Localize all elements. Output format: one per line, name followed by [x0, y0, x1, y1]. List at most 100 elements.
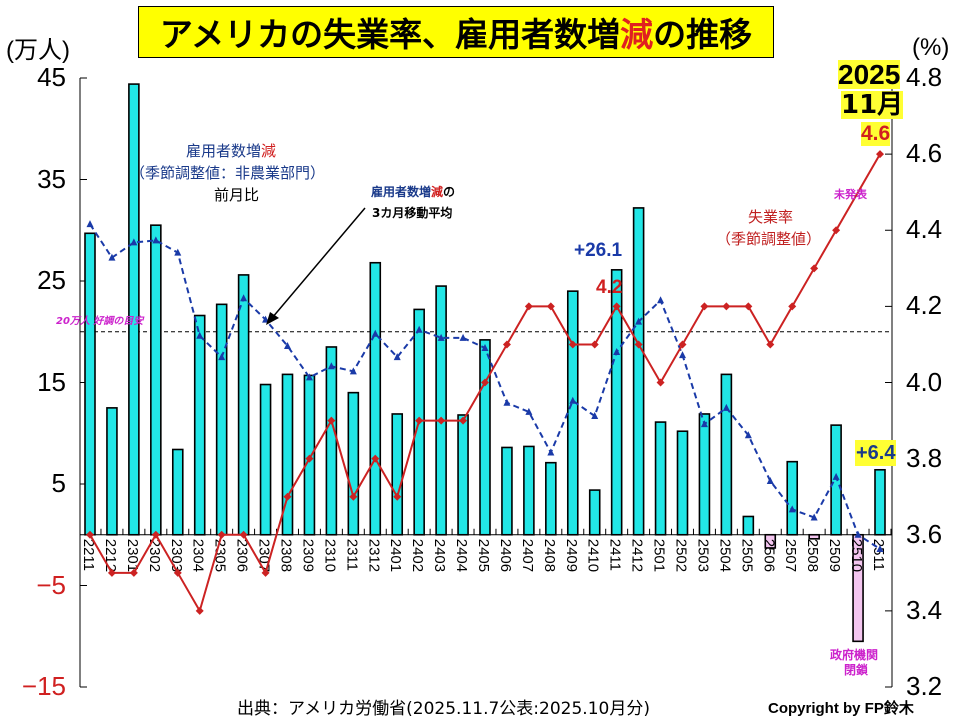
- ma-point: [415, 325, 423, 333]
- category-label: 2406: [497, 539, 514, 572]
- title-red-char: 減: [620, 15, 654, 54]
- employment-label-line3: 前月比: [214, 186, 260, 204]
- ma-point: [591, 411, 599, 419]
- ma-point: [284, 341, 291, 349]
- latest-employment-label: +6.4: [855, 440, 897, 466]
- ma-point: [393, 353, 401, 361]
- unemp-label-line2: （季節調整値）: [716, 230, 822, 248]
- employment-bar: [610, 269, 623, 536]
- employment-label-line1: 雇用者数増減: [186, 140, 276, 161]
- unemp-point: [810, 264, 819, 273]
- right-axis-unit: (%): [912, 34, 950, 61]
- ma-point: [766, 476, 774, 484]
- ma-point: [810, 513, 818, 521]
- ma-point: [635, 317, 643, 325]
- ma-label-text: 雇用者数増: [371, 185, 432, 199]
- category-label: 2304: [190, 539, 207, 572]
- employment-bar: [479, 339, 491, 536]
- category-label: 2404: [453, 539, 470, 572]
- ma-point: [218, 353, 226, 361]
- employment-bar: [588, 489, 601, 536]
- employment-bar: [786, 460, 799, 536]
- employment-label-text: 雇用者数増: [186, 142, 262, 160]
- unemp-point: [305, 454, 314, 463]
- employment-bar: [281, 373, 294, 536]
- unemp-point: [437, 416, 446, 425]
- category-label: 2410: [585, 539, 602, 572]
- employment-bar: [523, 445, 535, 536]
- ma-label-line2: 3カ月移動平均: [372, 206, 453, 220]
- unemp-point: [86, 530, 94, 539]
- category-label: 2309: [299, 539, 316, 572]
- right-tick-label: 4.6: [906, 138, 943, 169]
- category-label: 2504: [716, 539, 733, 572]
- employment-bar: [215, 303, 228, 536]
- employment-bar: [720, 373, 733, 536]
- ma-point: [525, 407, 533, 415]
- category-label: 2408: [541, 539, 558, 572]
- category-label: 2407: [519, 539, 536, 572]
- employment-bar: [193, 314, 206, 536]
- unemp-point: [283, 492, 292, 501]
- ma-point: [174, 248, 182, 256]
- ma-point: [327, 362, 335, 370]
- title-part-1: アメリカの失業率、雇用者数増: [159, 15, 621, 54]
- ma-point: [108, 253, 116, 261]
- employment-bar: [742, 515, 755, 536]
- unemp-point: [327, 416, 336, 425]
- category-label: 2301: [124, 539, 141, 572]
- unemp-point: [612, 302, 621, 311]
- employment-bar: [654, 421, 667, 536]
- employment-bar: [150, 224, 162, 536]
- employment-bar: [106, 407, 118, 536]
- category-label: 2509: [826, 539, 843, 572]
- ma-pointer-arrowhead: [266, 312, 279, 325]
- employment-bar: [566, 290, 579, 536]
- shutdown-label-line2: 閉鎖: [844, 663, 869, 677]
- category-label: 2505: [738, 539, 755, 572]
- category-label: 2305: [212, 539, 229, 572]
- category-label: 2501: [651, 539, 668, 572]
- ma-point: [547, 448, 555, 456]
- unemp-point: [349, 492, 358, 501]
- category-label: 2308: [278, 539, 295, 572]
- category-label: 2402: [409, 539, 426, 572]
- unemp-point: [195, 606, 204, 615]
- peak-unemp-label: 4.2: [596, 277, 623, 298]
- category-label: 2506: [760, 539, 777, 572]
- category-label: 2310: [321, 539, 338, 572]
- ma-point: [876, 544, 884, 552]
- employment-bar: [501, 446, 513, 536]
- ma-point: [854, 530, 862, 538]
- category-label: 2212: [102, 539, 119, 572]
- category-label: 2502: [673, 539, 690, 572]
- category-label: 2508: [804, 539, 821, 572]
- ma-point: [657, 296, 665, 304]
- ma-point: [832, 472, 840, 480]
- title-part-2: の推移: [653, 15, 753, 54]
- employment-bar: [325, 346, 338, 536]
- left-tick-label: −5: [36, 569, 66, 600]
- ma-point: [152, 236, 160, 244]
- category-label: 2409: [563, 539, 580, 572]
- unemp-point: [261, 568, 270, 577]
- unemp-point: [217, 530, 226, 539]
- ma-point: [722, 403, 730, 411]
- employment-bar: [259, 383, 272, 536]
- ma-point: [481, 343, 489, 351]
- employment-label-line2: （季節調整値：非農業部門）: [130, 164, 326, 182]
- unemp-point: [832, 226, 841, 235]
- unemp-point: [656, 378, 665, 387]
- unemp-point: [744, 302, 753, 311]
- right-tick-label: 3.8: [906, 442, 943, 473]
- peak-employment-label: +26.1: [574, 240, 623, 261]
- latest-unemp-label: 4.6: [861, 122, 891, 146]
- ma-point: [744, 431, 752, 439]
- employment-bar: [128, 83, 140, 536]
- unemp-point: [722, 302, 731, 311]
- latest-month-label: 11月: [841, 90, 904, 120]
- unemp-point: [393, 492, 402, 501]
- left-tick-label: 35: [37, 163, 66, 194]
- unemp-point: [107, 568, 116, 577]
